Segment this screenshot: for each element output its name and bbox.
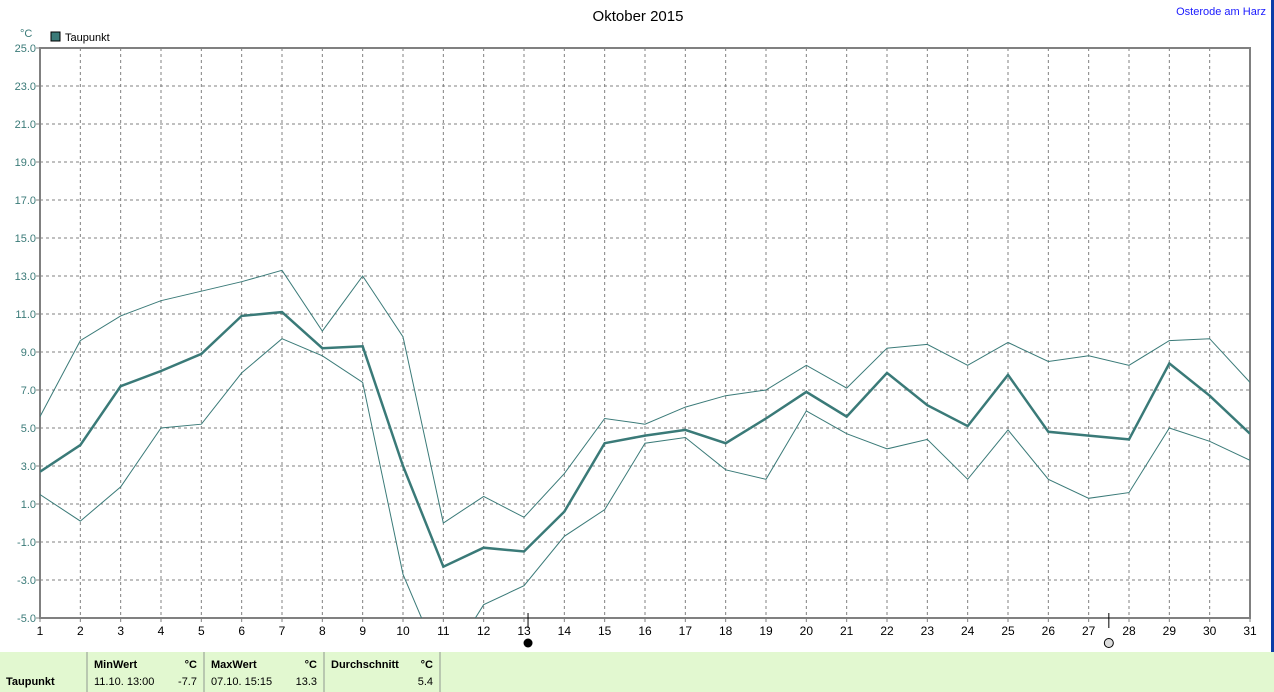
stats-panel: Taupunkt MinWert °C 11.10. 13:00 -7.7 Ma… — [0, 652, 1274, 692]
legend-label: Taupunkt — [65, 32, 110, 44]
new-moon-icon — [523, 638, 533, 648]
min-date: 11.10. 13:00 — [94, 676, 155, 688]
x-tick-label: 19 — [759, 624, 773, 638]
min-value: -7.7 — [178, 676, 197, 688]
x-tick-label: 21 — [840, 624, 854, 638]
x-tick-label: 18 — [719, 624, 733, 638]
x-tick-label: 16 — [638, 624, 652, 638]
legend-swatch — [50, 31, 61, 42]
x-tick-label: 8 — [319, 624, 326, 638]
x-tick-label: 30 — [1203, 624, 1217, 638]
x-tick-label: 14 — [558, 624, 572, 638]
x-tick-label: 6 — [238, 624, 245, 638]
y-tick-label: 17.0 — [15, 195, 36, 207]
max-cell: MaxWert °C 07.10. 15:15 13.3 — [205, 652, 325, 692]
max-date: 07.10. 15:15 — [211, 676, 273, 688]
y-tick-label: 19.0 — [15, 157, 36, 169]
min-unit: °C — [184, 659, 197, 671]
min-cell: MinWert °C 11.10. 13:00 -7.7 — [88, 652, 205, 692]
station-name: Osterode am Harz — [1176, 6, 1266, 18]
full-moon-icon — [1103, 638, 1114, 648]
x-tick-label: 15 — [598, 624, 612, 638]
y-tick-label: 3.0 — [21, 461, 36, 473]
avg-value: 5.4 — [417, 676, 433, 688]
max-value: 13.3 — [295, 676, 317, 688]
y-tick-label: -5.0 — [17, 613, 36, 625]
max-unit: °C — [304, 659, 317, 671]
chart-title: Oktober 2015 — [593, 8, 684, 25]
x-tick-label: 2 — [77, 624, 84, 638]
avg-cell: Durchschnitt °C 5.4 — [325, 652, 441, 692]
y-tick-label: 1.0 — [21, 499, 36, 511]
y-tick-label: 23.0 — [15, 81, 36, 93]
stats-label: Taupunkt — [6, 676, 55, 688]
x-tick-label: 24 — [961, 624, 975, 638]
y-tick-label: 25.0 — [15, 43, 36, 55]
x-tick-label: 20 — [800, 624, 814, 638]
x-tick-label: 17 — [679, 624, 693, 638]
dewpoint-chart: Oktober 2015 °C Taupunkt 25.023.021.019.… — [15, 8, 1257, 648]
x-tick-label: 29 — [1163, 624, 1177, 638]
x-tick-label: 10 — [396, 624, 410, 638]
y-axis-unit: °C — [20, 28, 32, 40]
x-tick-label: 4 — [158, 624, 165, 638]
y-tick-label: 15.0 — [15, 233, 36, 245]
y-tick-label: -1.0 — [17, 537, 36, 549]
y-tick-label: 13.0 — [15, 271, 36, 283]
x-tick-label: 7 — [279, 624, 286, 638]
min-header: MinWert — [94, 659, 138, 671]
x-tick-label: 3 — [117, 624, 124, 638]
avg-header: Durchschnitt — [331, 659, 399, 671]
x-tick-label: 22 — [880, 624, 894, 638]
x-tick-label: 5 — [198, 624, 205, 638]
y-tick-label: -3.0 — [17, 575, 36, 587]
x-tick-label: 31 — [1243, 624, 1257, 638]
right-border — [1271, 0, 1274, 652]
max-header: MaxWert — [211, 659, 257, 671]
x-tick-label: 1 — [37, 624, 44, 638]
x-tick-label: 27 — [1082, 624, 1096, 638]
y-tick-label: 11.0 — [15, 309, 36, 321]
y-tick-label: 21.0 — [15, 119, 36, 131]
x-tick-label: 28 — [1122, 624, 1136, 638]
x-tick-label: 23 — [921, 624, 935, 638]
stats-label-cell: Taupunkt — [0, 652, 88, 692]
y-tick-label: 5.0 — [21, 423, 36, 435]
x-tick-label: 9 — [359, 624, 366, 638]
x-tick-label: 25 — [1001, 624, 1015, 638]
plot-frame — [39, 47, 1251, 619]
x-tick-label: 26 — [1042, 624, 1056, 638]
avg-unit: °C — [420, 659, 433, 671]
x-tick-label: 12 — [477, 624, 491, 638]
x-tick-label: 13 — [517, 624, 531, 638]
y-tick-label: 7.0 — [21, 385, 36, 397]
x-tick-label: 11 — [437, 624, 450, 638]
y-tick-label: 9.0 — [21, 347, 36, 359]
